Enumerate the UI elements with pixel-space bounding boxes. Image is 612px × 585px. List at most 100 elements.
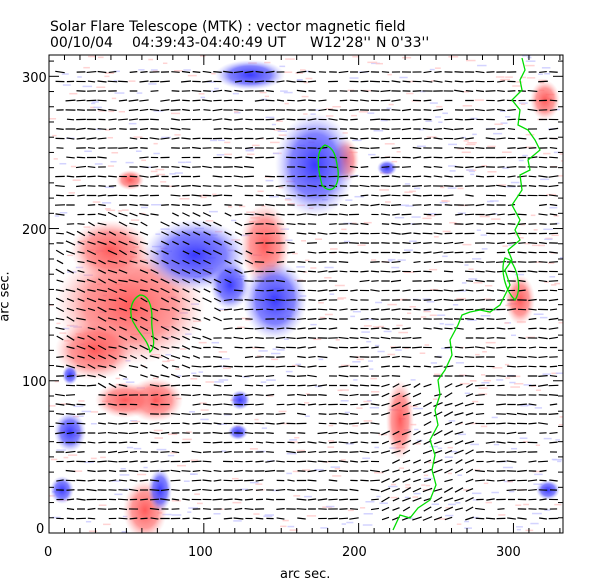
noise-speckle bbox=[448, 143, 458, 146]
noise-speckle bbox=[448, 165, 457, 167]
noise-speckle bbox=[413, 492, 421, 495]
field-vector bbox=[443, 298, 454, 302]
field-vector bbox=[474, 346, 486, 349]
field-vector bbox=[265, 70, 275, 74]
field-vector bbox=[549, 374, 558, 378]
noise-speckle bbox=[183, 480, 190, 482]
field-vector bbox=[401, 401, 412, 408]
field-vector bbox=[548, 317, 559, 321]
noise-speckle bbox=[468, 268, 474, 270]
noise-speckle bbox=[114, 493, 123, 496]
field-vector bbox=[275, 194, 286, 197]
noise-speckle bbox=[50, 458, 58, 461]
field-vector bbox=[433, 308, 443, 311]
field-vector bbox=[67, 269, 74, 274]
field-vector bbox=[297, 412, 306, 416]
field-vector bbox=[413, 459, 421, 464]
field-vector bbox=[56, 479, 64, 482]
field-vector bbox=[296, 70, 307, 74]
field-vector bbox=[538, 422, 548, 425]
noise-speckle bbox=[525, 336, 536, 339]
noise-speckle bbox=[369, 406, 380, 409]
field-vector bbox=[65, 450, 76, 454]
noise-speckle bbox=[294, 436, 300, 439]
field-vector bbox=[307, 374, 317, 378]
field-vector bbox=[328, 413, 338, 415]
field-vector bbox=[171, 90, 180, 92]
field-vector bbox=[244, 259, 254, 265]
field-vector bbox=[192, 109, 201, 111]
field-vector bbox=[107, 80, 118, 83]
field-vector bbox=[255, 384, 264, 387]
field-vector bbox=[539, 203, 547, 207]
noise-speckle bbox=[325, 108, 333, 110]
field-vector bbox=[140, 498, 148, 501]
field-vector bbox=[444, 449, 453, 455]
noise-speckle bbox=[368, 360, 373, 362]
noise-speckle bbox=[190, 378, 198, 380]
noise-speckle bbox=[170, 451, 178, 454]
field-vector bbox=[538, 213, 548, 216]
noise-speckle bbox=[83, 66, 90, 69]
noise-speckle bbox=[519, 437, 528, 439]
field-vector bbox=[234, 137, 243, 140]
field-vector bbox=[350, 346, 358, 349]
noise-speckle bbox=[426, 301, 435, 303]
noise-speckle bbox=[167, 359, 175, 362]
field-vector bbox=[485, 185, 496, 187]
noise-speckle bbox=[218, 351, 228, 353]
field-vector bbox=[118, 335, 128, 341]
negative-polarity-region bbox=[243, 260, 307, 340]
field-vector bbox=[423, 401, 432, 408]
field-vector bbox=[160, 393, 170, 397]
field-vector bbox=[87, 231, 96, 236]
field-vector bbox=[422, 80, 433, 83]
field-vector bbox=[266, 451, 274, 453]
noise-speckle bbox=[459, 382, 470, 385]
noise-speckle bbox=[523, 503, 530, 506]
field-vector bbox=[328, 270, 338, 273]
field-vector bbox=[212, 394, 223, 396]
field-vector bbox=[549, 108, 558, 112]
field-vector bbox=[486, 498, 495, 501]
noise-speckle bbox=[465, 59, 476, 62]
noise-speckle bbox=[439, 201, 448, 204]
field-vector bbox=[56, 279, 64, 283]
noise-speckle bbox=[104, 75, 110, 78]
field-vector bbox=[349, 422, 359, 425]
field-vector bbox=[307, 118, 317, 121]
field-vector bbox=[444, 204, 453, 206]
field-vector bbox=[55, 306, 65, 313]
field-vector bbox=[265, 222, 275, 226]
field-vector bbox=[380, 194, 391, 197]
field-vector bbox=[203, 240, 211, 246]
noise-speckle bbox=[103, 523, 111, 526]
noise-speckle bbox=[82, 85, 93, 88]
noise-speckle bbox=[289, 529, 299, 531]
noise-speckle bbox=[416, 145, 426, 148]
field-vector bbox=[192, 259, 201, 265]
field-vector bbox=[549, 336, 558, 340]
field-vector bbox=[140, 316, 148, 322]
field-vector bbox=[160, 460, 170, 463]
field-vector bbox=[181, 308, 191, 311]
noise-speckle bbox=[180, 348, 187, 350]
field-vector bbox=[433, 251, 443, 254]
noise-speckle bbox=[418, 128, 424, 131]
noise-speckle bbox=[371, 62, 380, 65]
field-vector bbox=[266, 89, 274, 93]
field-vector bbox=[497, 99, 505, 102]
field-vector bbox=[350, 412, 358, 416]
field-vector bbox=[55, 184, 65, 188]
field-vector bbox=[223, 317, 233, 321]
field-vector bbox=[212, 346, 223, 349]
field-vector bbox=[506, 488, 517, 492]
noise-speckle bbox=[171, 112, 181, 115]
field-vector bbox=[139, 175, 149, 178]
noise-speckle bbox=[151, 203, 162, 206]
field-vector bbox=[475, 279, 485, 283]
field-vector bbox=[76, 279, 86, 283]
field-vector bbox=[371, 137, 379, 140]
field-vector bbox=[444, 468, 453, 474]
noise-speckle bbox=[96, 128, 102, 131]
